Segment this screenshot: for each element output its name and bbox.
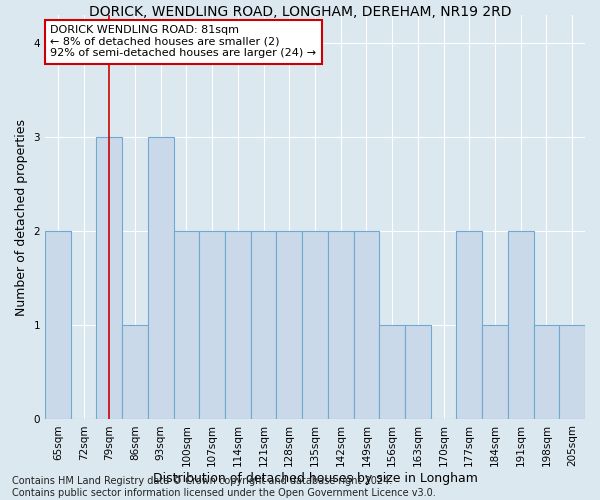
Text: DORICK WENDLING ROAD: 81sqm
← 8% of detached houses are smaller (2)
92% of semi-: DORICK WENDLING ROAD: 81sqm ← 8% of deta… bbox=[50, 25, 317, 58]
Bar bbox=[508, 232, 533, 420]
Bar bbox=[379, 326, 405, 420]
Text: DORICK, WENDLING ROAD, LONGHAM, DEREHAM, NR19 2RD: DORICK, WENDLING ROAD, LONGHAM, DEREHAM,… bbox=[89, 5, 511, 19]
Bar bbox=[328, 232, 353, 420]
Bar bbox=[533, 326, 559, 420]
Bar bbox=[482, 326, 508, 420]
Bar bbox=[173, 232, 199, 420]
X-axis label: Distribution of detached houses by size in Longham: Distribution of detached houses by size … bbox=[152, 472, 478, 485]
Text: Contains HM Land Registry data © Crown copyright and database right 2024.
Contai: Contains HM Land Registry data © Crown c… bbox=[12, 476, 436, 498]
Bar bbox=[122, 326, 148, 420]
Bar bbox=[225, 232, 251, 420]
Bar bbox=[199, 232, 225, 420]
Bar bbox=[148, 138, 173, 420]
Bar bbox=[405, 326, 431, 420]
Bar bbox=[45, 232, 71, 420]
Bar bbox=[559, 326, 585, 420]
Y-axis label: Number of detached properties: Number of detached properties bbox=[15, 118, 28, 316]
Bar bbox=[277, 232, 302, 420]
Bar bbox=[457, 232, 482, 420]
Bar bbox=[97, 138, 122, 420]
Bar bbox=[302, 232, 328, 420]
Bar bbox=[353, 232, 379, 420]
Bar bbox=[251, 232, 277, 420]
